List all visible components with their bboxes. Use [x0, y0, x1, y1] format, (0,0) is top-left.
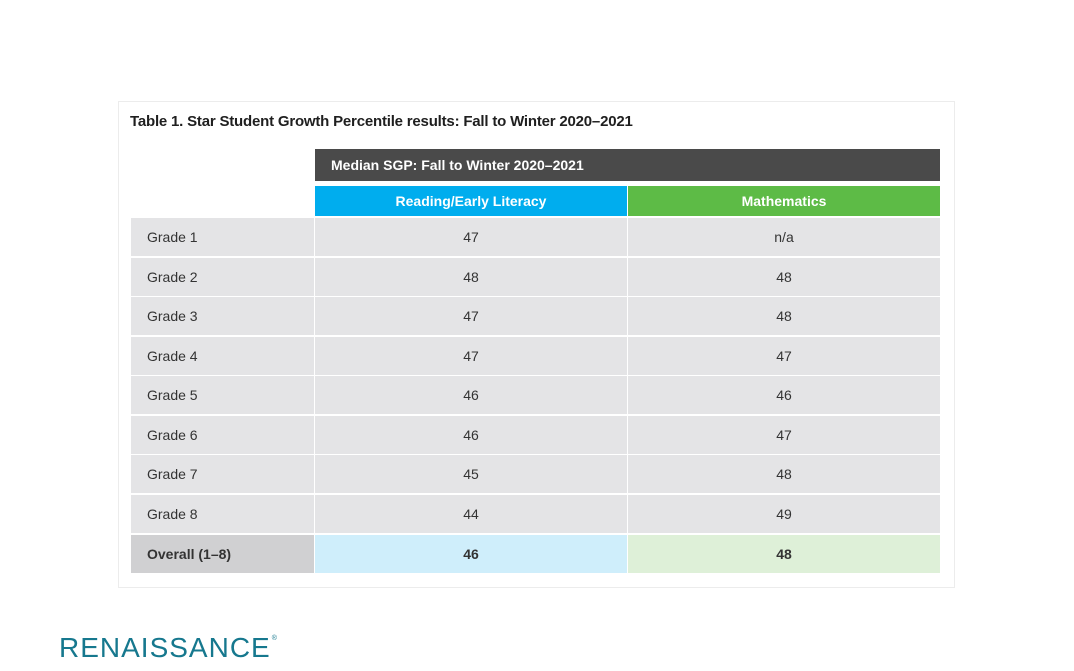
renaissance-logo: RENAISSANCE®: [59, 632, 278, 664]
row-label: Grade 4: [131, 337, 314, 375]
math-value: 46: [628, 376, 940, 414]
reading-value: 46: [315, 416, 627, 454]
overall-reading-value: 46: [315, 535, 627, 573]
reading-value: 47: [315, 218, 627, 256]
row-label: Grade 3: [131, 297, 314, 335]
math-value: 47: [628, 416, 940, 454]
row-label: Grade 1: [131, 218, 314, 256]
math-value: 48: [628, 455, 940, 493]
math-value: 49: [628, 495, 940, 533]
reading-value: 47: [315, 337, 627, 375]
row-label: Grade 2: [131, 258, 314, 296]
math-value: 48: [628, 258, 940, 296]
registered-mark: ®: [271, 635, 278, 642]
reading-value: 47: [315, 297, 627, 335]
reading-value: 46: [315, 376, 627, 414]
reading-value: 44: [315, 495, 627, 533]
reading-value: 45: [315, 455, 627, 493]
math-value: 48: [628, 297, 940, 335]
table-title: Table 1. Star Student Growth Percentile …: [130, 113, 633, 130]
overall-math-value: 48: [628, 535, 940, 573]
row-label: Grade 6: [131, 416, 314, 454]
table-card: Table 1. Star Student Growth Percentile …: [118, 101, 955, 588]
group-header: Median SGP: Fall to Winter 2020–2021: [315, 149, 940, 181]
row-label: Grade 5: [131, 376, 314, 414]
reading-value: 48: [315, 258, 627, 296]
logo-text: RENAISSANCE: [59, 632, 271, 663]
row-label: Grade 7: [131, 455, 314, 493]
column-header-reading: Reading/Early Literacy: [315, 186, 627, 216]
row-label: Grade 8: [131, 495, 314, 533]
overall-label: Overall (1–8): [131, 535, 314, 573]
math-value: n/a: [628, 218, 940, 256]
column-header-math: Mathematics: [628, 186, 940, 216]
math-value: 47: [628, 337, 940, 375]
